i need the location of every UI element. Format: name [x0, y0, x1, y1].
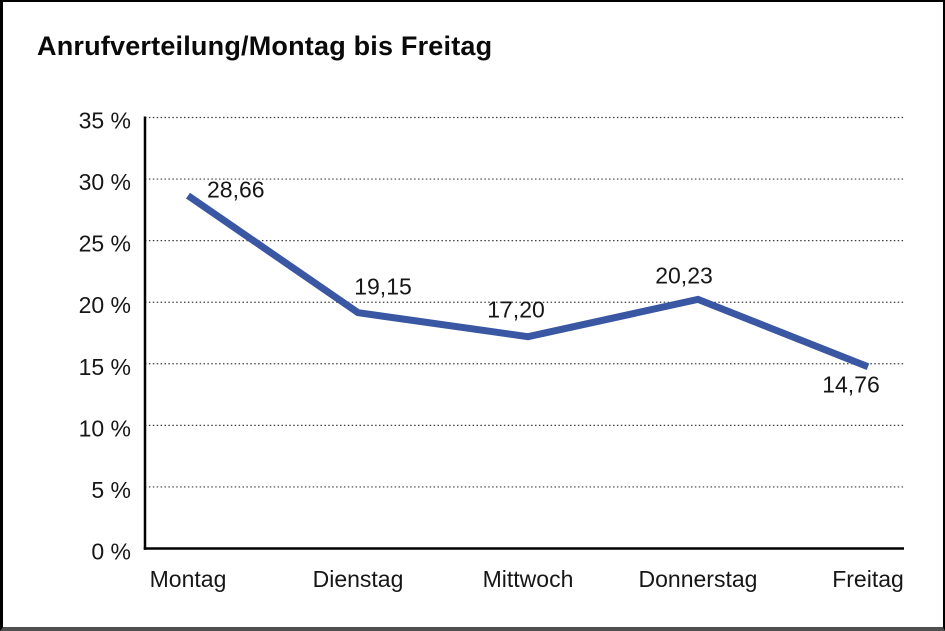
y-axis-tick-label: 35 %: [79, 108, 131, 134]
y-axis-tick-label: 25 %: [79, 231, 131, 257]
y-axis-tick-label: 5 %: [91, 477, 131, 503]
data-point-label: 19,15: [354, 274, 412, 300]
data-point-label: 20,23: [655, 262, 713, 288]
y-axis-tick-label: 10 %: [79, 415, 131, 441]
y-axis-tick-label: 15 %: [79, 354, 131, 380]
y-axis-tick-label: 30 %: [79, 169, 131, 195]
data-point-label: 17,20: [487, 297, 545, 323]
y-axis-tick-label: 20 %: [79, 292, 131, 318]
x-axis-category-label: Freitag: [832, 566, 904, 592]
x-axis-category-label: Donnerstag: [639, 566, 758, 592]
chart-title: Anrufverteilung/Montag bis Freitag: [37, 31, 493, 61]
data-point-label: 28,66: [207, 177, 265, 203]
data-line: [186, 192, 870, 370]
y-axis-tick-label: 0 %: [91, 539, 131, 565]
x-axis-category-label: Dienstag: [313, 566, 404, 592]
data-point-label: 14,76: [822, 372, 880, 398]
x-axis-category-label: Mittwoch: [483, 566, 574, 592]
x-axis-category-label: Montag: [150, 566, 227, 592]
